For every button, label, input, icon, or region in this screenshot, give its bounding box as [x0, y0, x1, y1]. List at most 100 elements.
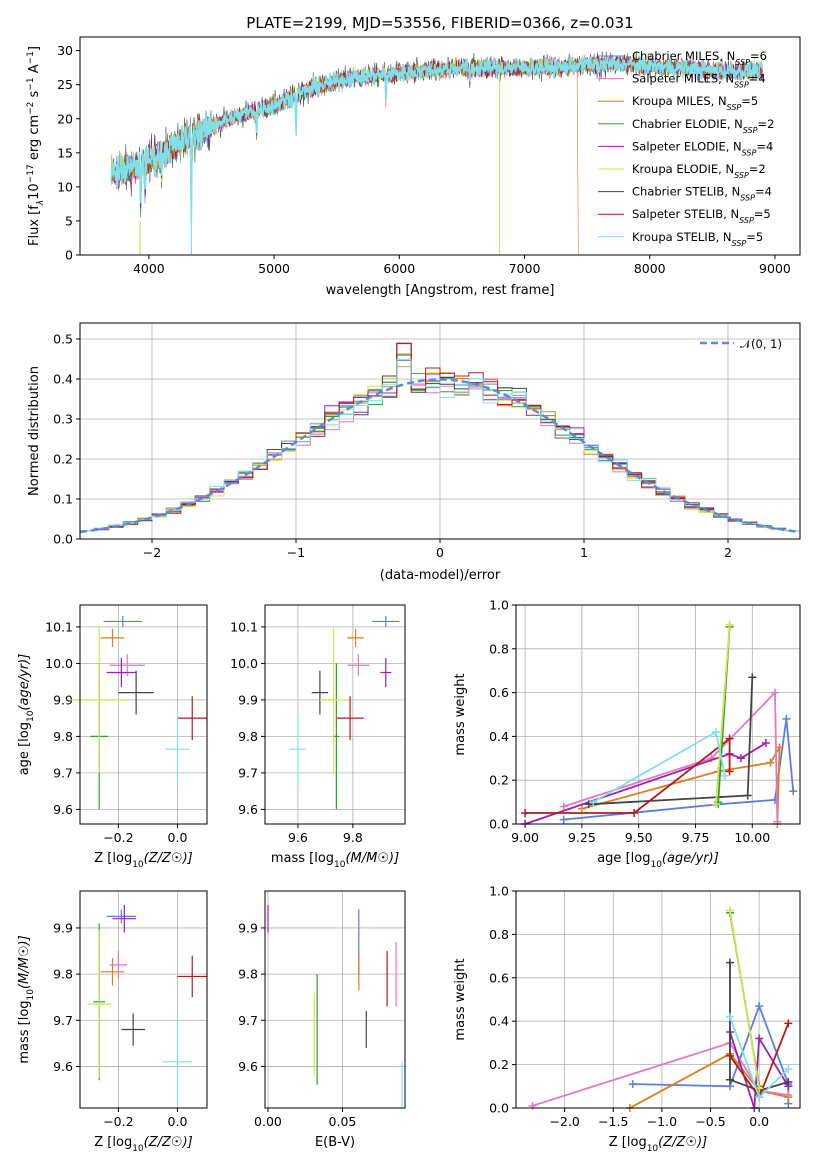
weight-series-marker	[789, 787, 798, 796]
ytick-label: 0.0	[489, 1101, 509, 1116]
spectrum-ylabel-part: −17	[26, 164, 36, 183]
ylabel-part: (M/M☉)]	[17, 935, 32, 989]
spectrum-ylabel-part: λ	[36, 200, 46, 206]
legend-label: Kroupa MILES, NSSP=5	[632, 94, 758, 112]
small-panel-5: −2.0 −1.5 −1.0 −0.5 0.0 0.0 0.2 0.4 0.6 0.8 1.0 Z […	[453, 884, 801, 1154]
xlabel: age [log10(age/yr)]	[597, 851, 719, 870]
ytick-label: 9.8	[238, 967, 258, 982]
legend-label: Chabrier ELODIE, NSSP=2	[632, 117, 774, 135]
weight-series-line	[563, 690, 779, 822]
ytick-label: 9.9	[53, 692, 73, 707]
small-panel-2: 9.00 9.25 9.50 9.75 10.00 0.0 0.2 0.4 0.6 0.8 1.0 a…	[453, 598, 801, 870]
weight-series-marker	[784, 1019, 793, 1028]
histogram-ytick-label: 0.3	[53, 412, 73, 427]
ylabel-part: 10	[26, 710, 36, 722]
xtick-label: −0.5	[695, 1114, 725, 1129]
weight-series-marker	[725, 906, 734, 915]
spectrum-ytick-label: 20	[57, 111, 73, 126]
legend-label-text: Kroupa ELODIE, N	[632, 162, 734, 176]
xlabel-part: mass [log	[271, 851, 334, 866]
spectrum-ylabel-part: −1	[26, 51, 36, 64]
xlabel-part: 10	[334, 860, 346, 870]
legend-label-count: =5	[746, 230, 763, 244]
spectrum-ytick-label: 30	[57, 43, 73, 58]
ytick-label: 9.7	[238, 765, 258, 780]
weight-series-line	[592, 730, 726, 803]
weight-series-marker	[628, 1080, 637, 1089]
xlabel: Z [log10(Z/Z☉)]	[94, 1135, 192, 1154]
weight-series-marker	[584, 800, 593, 809]
axes-frame	[515, 604, 801, 825]
spectrum-ylabel-part: 10	[27, 183, 42, 200]
spectrum-xtick-label: 4000	[133, 261, 165, 276]
ylabel: age [log10(age/yr)]	[17, 654, 36, 776]
xlabel-part: (Z/Z☉)]	[658, 1135, 707, 1150]
spectrum-ytick-label: 25	[57, 77, 73, 92]
weight-series-marker	[725, 1075, 734, 1084]
legend-label-normal: 𝒩(0, 1)	[740, 337, 782, 351]
histogram-xtick-label: −1	[287, 545, 305, 560]
ytick-label: 0.4	[489, 1014, 509, 1029]
ytick-label: 10.1	[230, 619, 258, 634]
xtick-label: 9.50	[625, 830, 653, 845]
ylabel: mass [log10(M/M☉)]	[17, 935, 36, 1063]
weight-series-marker	[743, 791, 752, 800]
ylabel-part: 10	[26, 989, 36, 1001]
xlabel-part: (M/M☉)]	[345, 851, 399, 866]
weight-series-marker	[755, 1002, 764, 1011]
ytick-label: 9.6	[53, 1059, 73, 1074]
legend-label: Salpeter ELODIE, NSSP=4	[632, 139, 773, 157]
axes-frame	[79, 890, 208, 1109]
xtick-label: 9.75	[682, 830, 710, 845]
histogram-ylabel: Normed distribution	[27, 366, 42, 496]
legend-label-count: =4	[755, 185, 772, 199]
ytick-label: 9.7	[53, 1013, 73, 1028]
weight-series-line	[729, 910, 761, 1089]
xtick-label: 9.00	[511, 830, 539, 845]
weight-series-line	[525, 736, 731, 814]
legend-label-count: =2	[749, 162, 766, 176]
weight-series-marker	[725, 734, 734, 743]
small-panel-1: 9.6 9.8 9.6 9.7 9.8 9.9 10.0 10.1 mass [log10(M/…	[230, 604, 406, 870]
legend-label-count: =4	[756, 139, 773, 153]
histogram-xtick-label: 1	[580, 545, 588, 560]
xlabel-part: (Z/Z☉)]	[144, 1135, 193, 1150]
xtick-label: 0.00	[254, 1114, 282, 1129]
ylabel: mass weight	[453, 958, 468, 1040]
histogram-ytick-label: 0.5	[53, 332, 73, 347]
ytick-label: 0.2	[489, 1057, 509, 1072]
spectrum-ylabel-part: A	[27, 64, 42, 77]
spectrum-xlabel: wavelength [Angstrom, rest frame]	[326, 283, 555, 298]
spectrum-ylabel-part: −1	[26, 77, 36, 90]
ytick-label: 9.7	[53, 765, 73, 780]
ytick-label: 0.6	[489, 685, 509, 700]
ytick-label: 0.2	[489, 773, 509, 788]
weight-series-marker	[528, 1101, 537, 1110]
legend-label-text: Kroupa STELIB, N	[632, 230, 732, 244]
legend-label-sub: SSP	[727, 103, 742, 112]
ytick-label: 10.1	[45, 619, 73, 634]
xlabel-part: Z [log	[94, 851, 132, 866]
ytick-label: 1.0	[489, 598, 509, 613]
weight-series-line	[729, 962, 789, 1092]
weight-series-marker	[721, 771, 730, 780]
spectrum-ylabel-part: erg cm	[27, 115, 42, 164]
legend-label-text: Chabrier STELIB, N	[632, 185, 740, 199]
legend-label: Salpeter STELIB, NSSP=5	[632, 207, 771, 225]
spectrum-xtick-label: 5000	[258, 261, 290, 276]
ytick-label: 0.6	[489, 970, 509, 985]
weight-series-marker	[784, 1077, 793, 1086]
spectrum-ylabel-part: ]	[27, 46, 42, 51]
legend-label-sub: SSP	[734, 80, 749, 89]
xtick-label: 9.8	[343, 830, 363, 845]
spectrum-title: PLATE=2199, MJD=53556, FIBERID=0366, z=0…	[246, 14, 633, 32]
xlabel-part: age [log	[597, 851, 650, 866]
axes-frame	[515, 890, 801, 1109]
ytick-label: 9.7	[238, 1013, 258, 1028]
spectrum-xtick-label: 9000	[759, 261, 791, 276]
legend-label-text: Salpeter ELODIE, N	[632, 139, 742, 153]
spectrum-xtick-label: 7000	[509, 261, 541, 276]
spectrum-panel: PLATE=2199, MJD=53556, FIBERID=0366, z=0…	[26, 14, 801, 298]
xlabel: E(B-V)	[315, 1135, 355, 1150]
